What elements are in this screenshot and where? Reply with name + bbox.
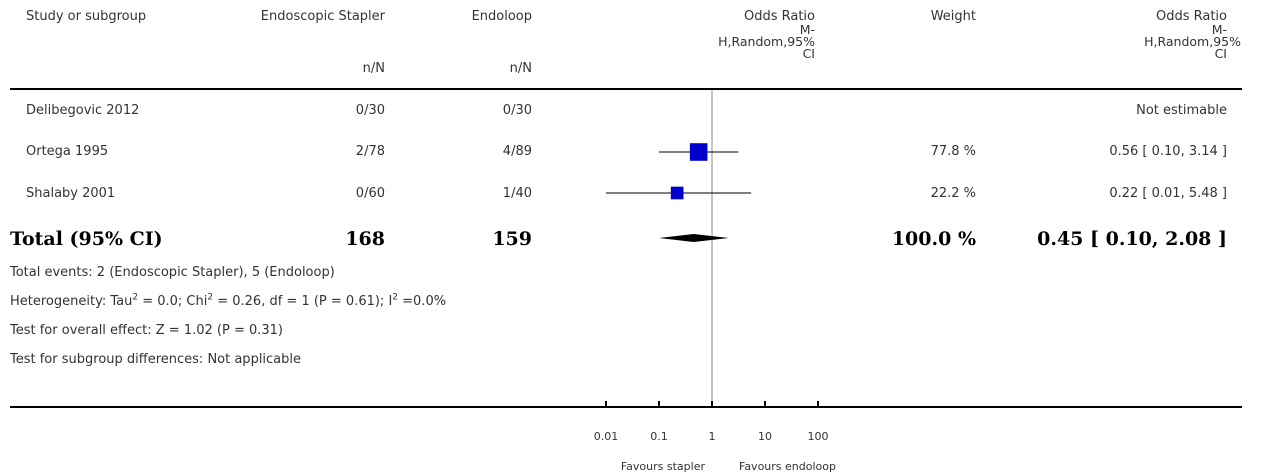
study-name: Ortega 1995 (26, 144, 109, 159)
study-marker (670, 186, 684, 200)
overall-effect: Test for overall effect: Z = 1.02 (P = 0… (10, 323, 283, 338)
header-group2: Endoloop (471, 9, 532, 24)
header-or2-line1: Odds Ratio (1155, 9, 1227, 24)
study-g2: 0/30 (502, 103, 532, 118)
tick-label: 0.01 (594, 430, 619, 443)
study-g1: 2/78 (355, 144, 385, 159)
total-g1: 168 (345, 228, 385, 250)
study-weight: 22.2 % (930, 186, 976, 201)
header-study: Study or subgroup (26, 9, 147, 24)
study-name: Delibegovic 2012 (26, 103, 140, 118)
study-name: Shalaby 2001 (26, 186, 116, 201)
total-ci: 0.45 [ 0.10, 2.08 ] (1037, 228, 1227, 250)
header-nN-2: n/N (509, 61, 532, 76)
total-events: Total events: 2 (Endoscopic Stapler), 5 … (10, 265, 335, 280)
header-group1: Endoscopic Stapler (260, 9, 385, 24)
header-or2-line3: H,Random,95% (1144, 34, 1241, 49)
study-ci: 0.56 [ 0.10, 3.14 ] (1109, 144, 1227, 159)
total-weight: 100.0 % (891, 228, 976, 250)
total-label: Total (95% CI) (10, 228, 163, 250)
tick-label: 100 (808, 430, 829, 443)
tick-label: 0.1 (650, 430, 668, 443)
header-or-line4: CI (802, 46, 815, 61)
study-g2: 1/40 (502, 186, 532, 201)
bottom-rule (10, 406, 1242, 408)
header-or-line1: Odds Ratio (743, 9, 815, 24)
study-marker (689, 143, 708, 161)
subgroup-differences: Test for subgroup differences: Not appli… (10, 352, 302, 367)
header-or2-line4: CI (1214, 46, 1227, 61)
heterogeneity: Heterogeneity: Tau2 = 0.0; Chi2 = 0.26, … (10, 292, 447, 309)
header-nN-1: n/N (362, 61, 385, 76)
header-rule (10, 88, 1242, 90)
study-weight: 77.8 % (930, 144, 976, 159)
tick-label: 1 (709, 430, 716, 443)
study-g1: 0/30 (355, 103, 385, 118)
study-ci: 0.22 [ 0.01, 5.48 ] (1109, 186, 1227, 201)
header-or-line2: M- (799, 22, 815, 37)
favours-left-label: Favours stapler (621, 460, 706, 473)
study-g2: 4/89 (502, 144, 532, 159)
header-weight: Weight (930, 9, 976, 24)
study-g1: 0/60 (355, 186, 385, 201)
total-g2: 159 (492, 228, 532, 250)
tick-label: 10 (758, 430, 772, 443)
favours-right-label: Favours endoloop (739, 460, 836, 473)
study-ci: Not estimable (1136, 103, 1227, 118)
header-or2-line2: M- (1211, 22, 1227, 37)
header-or-line3: H,Random,95% (718, 34, 815, 49)
pooled-diamond (659, 234, 729, 242)
